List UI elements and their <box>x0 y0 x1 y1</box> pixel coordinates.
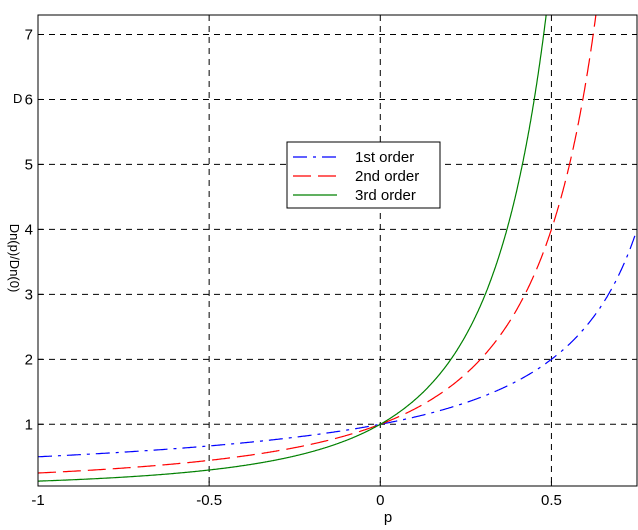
series-layer <box>38 15 637 482</box>
y-axis-label: Dn(p)/Dn(0) <box>7 224 22 293</box>
legend-label-3: 3rd order <box>355 187 416 204</box>
y-tick-label: 3 <box>25 286 33 303</box>
x-tick-label: -1 <box>31 492 44 509</box>
y-tick-label: 2 <box>25 351 33 368</box>
series-line-3 <box>38 15 547 482</box>
legend-label-2: 2nd order <box>355 168 419 185</box>
ticks: -1 -0.5 0 0.5 1 2 3 4 5 6 7 <box>25 26 562 509</box>
legend-label-1: 1st order <box>355 149 414 166</box>
y-axis-label-superscript: D <box>13 91 22 106</box>
series-line-2 <box>38 15 597 474</box>
legend-box <box>286 141 441 209</box>
series-line-1 <box>38 229 637 458</box>
y-tick-label: 1 <box>25 416 33 433</box>
y-tick-label: 5 <box>25 156 33 173</box>
x-tick-label: -0.5 <box>196 492 222 509</box>
y-tick-label: 6 <box>25 91 33 108</box>
x-axis-label: p <box>384 509 392 525</box>
y-tick-label: 4 <box>25 221 33 238</box>
x-tick-label: 0 <box>376 492 384 509</box>
y-tick-label: 7 <box>25 26 33 43</box>
x-tick-label: 0.5 <box>541 492 562 509</box>
grid <box>38 15 637 486</box>
plot-frame <box>37 14 638 487</box>
legend: 1st order 2nd order 3rd order <box>286 141 441 209</box>
